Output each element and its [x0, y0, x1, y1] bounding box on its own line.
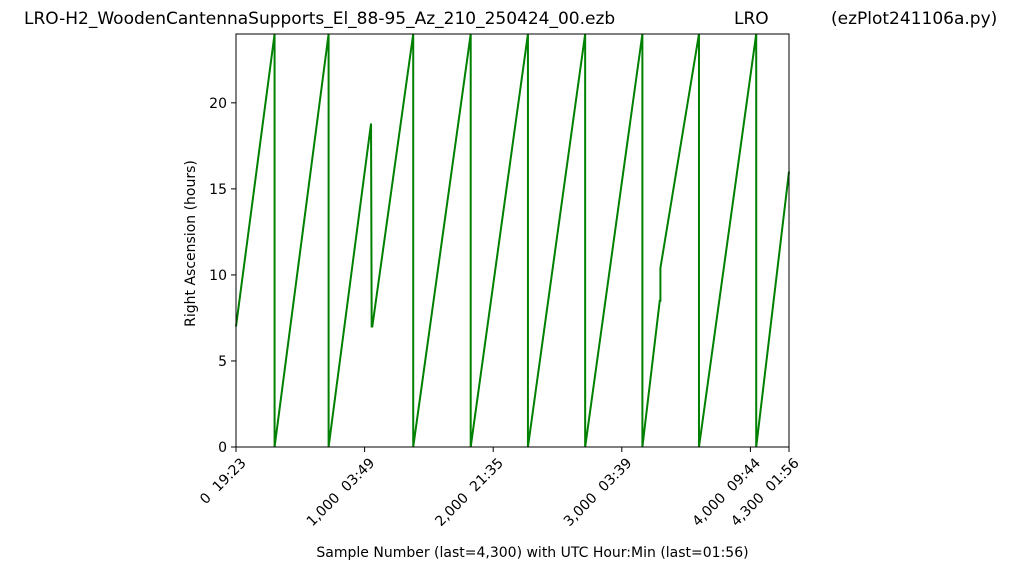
x-tick-label: 2,000 21:35: [432, 455, 506, 529]
y-tick-label: 20: [209, 96, 227, 112]
x-tick-label: 0 19:23: [197, 455, 249, 507]
y-tick-label: 10: [209, 268, 227, 284]
ra-series-line-0: [235, 33, 790, 448]
y-tick-label: 15: [209, 182, 227, 198]
tick-layer: 0 5 10 15 20 0 19:23 1,000 03:49 2,000 21:35 3,0…: [197, 96, 802, 530]
file-title: LRO-H2_WoodenCantennaSupports_El_88-95_A…: [24, 9, 616, 29]
x-tick-label: 1,000 03:49: [304, 455, 378, 529]
x-tick-label: 4,300 01:56: [728, 455, 803, 530]
y-tick-label: 5: [218, 354, 227, 370]
y-axis-label: Right Ascension (hours): [183, 160, 199, 327]
x-tick-label: 3,000 03:39: [561, 455, 635, 529]
plot-frame: [235, 33, 790, 448]
y-tick-label: 0: [218, 440, 227, 456]
series-layer: [235, 33, 790, 448]
script-name: (ezPlot241106a.py): [831, 9, 998, 29]
x-axis-label: Sample Number (last=4,300) with UTC Hour…: [316, 545, 748, 561]
station-label: LRO: [734, 9, 769, 29]
